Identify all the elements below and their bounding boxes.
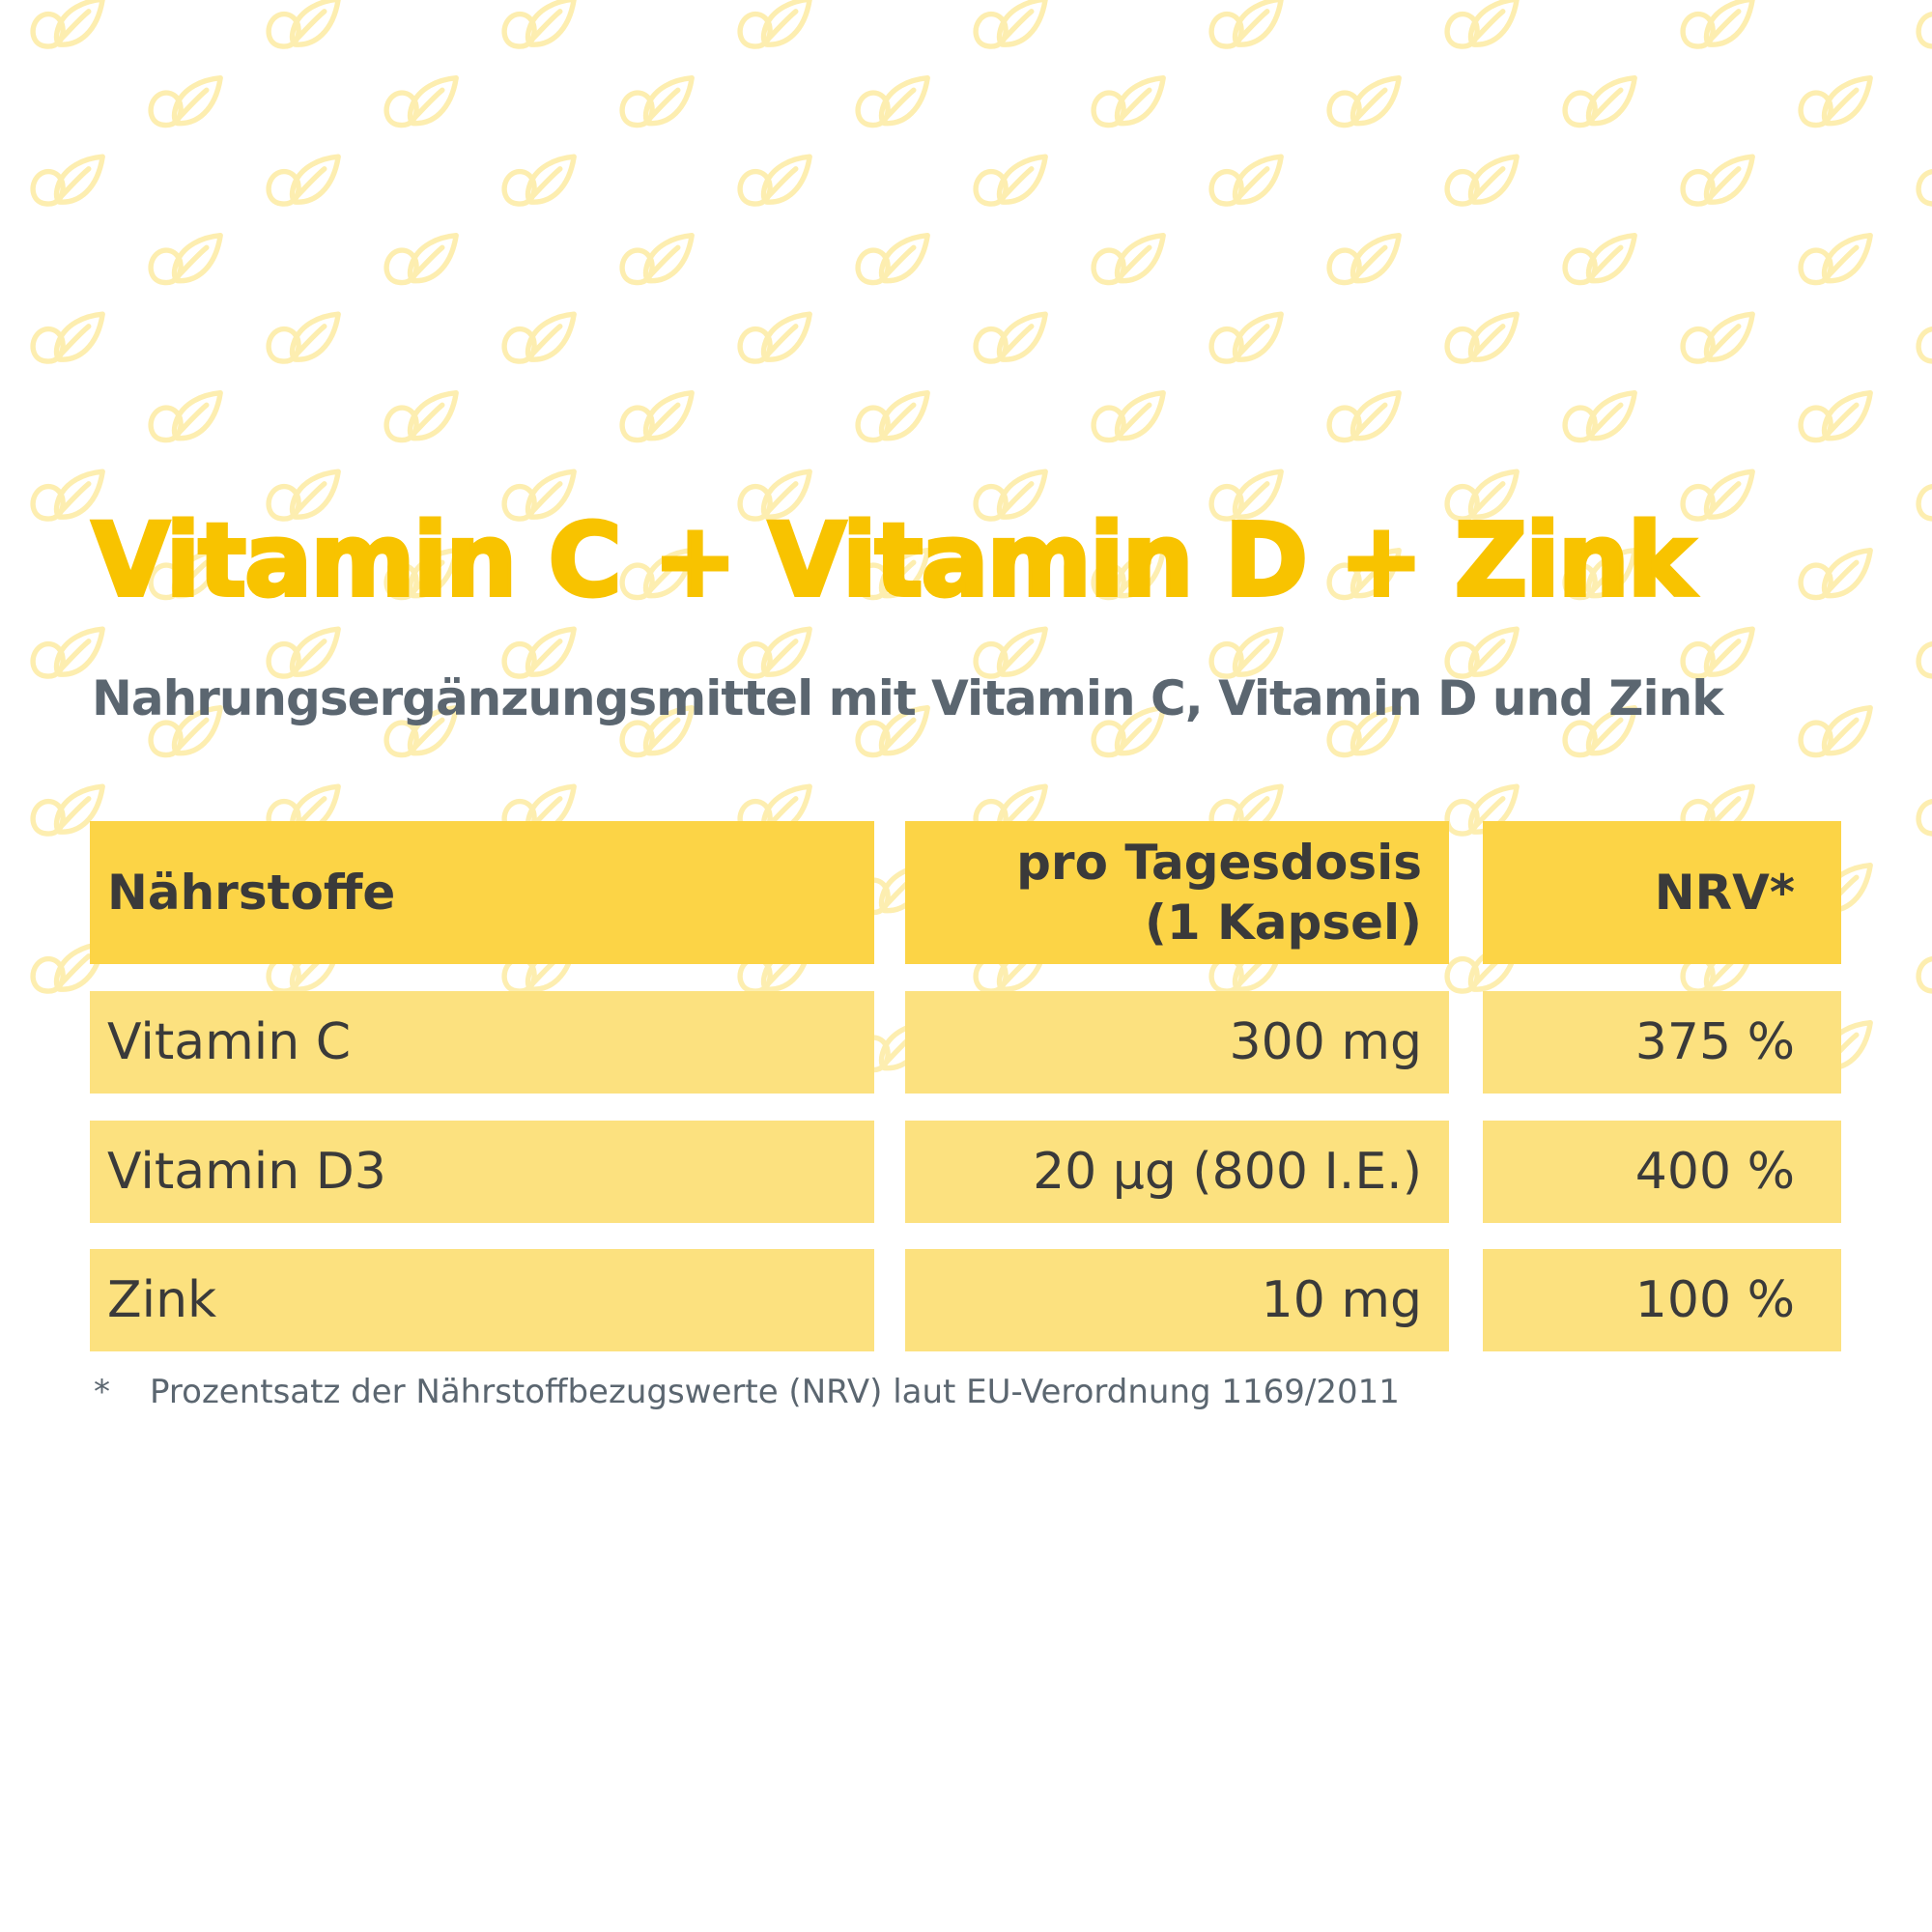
- leaf-icon: [33, 314, 102, 361]
- leaf-icon: [1683, 471, 1752, 519]
- footnote-mark: *: [94, 1373, 110, 1411]
- leaf-icon: [1211, 0, 1281, 46]
- leaf-icon: [33, 0, 102, 46]
- leaf-icon: [858, 236, 927, 283]
- leaf-icon: [1801, 708, 1870, 755]
- dose-value: 300 mg: [1229, 1013, 1422, 1071]
- leaf-icon: [1918, 629, 1932, 676]
- leaf-icon: [1918, 156, 1932, 204]
- nutrient-name: Vitamin C: [107, 1013, 352, 1071]
- table-row-nrv: 375 %: [1483, 991, 1841, 1094]
- leaf-icon: [1447, 156, 1517, 204]
- table-row-dose: 20 µg (800 I.E.): [905, 1121, 1449, 1223]
- leaf-icon: [976, 0, 1045, 46]
- leaf-icon: [1918, 471, 1932, 519]
- leaf-icon: [1801, 78, 1870, 126]
- nrv-value: 375 %: [1634, 1013, 1795, 1071]
- leaf-icon: [33, 156, 102, 204]
- header-daily-dose-line2: (1 Kapsel): [1145, 895, 1422, 951]
- leaf-icon: [740, 314, 810, 361]
- header-nrv-label: NRV*: [1654, 865, 1795, 921]
- table-row-nutrient: Vitamin C: [90, 991, 874, 1094]
- leaf-icon: [1918, 0, 1932, 46]
- leaf-icon: [740, 156, 810, 204]
- dose-value: 10 mg: [1261, 1271, 1422, 1329]
- leaf-icon: [622, 393, 692, 440]
- leaf-icon: [504, 314, 574, 361]
- footnote-text: Prozentsatz der Nährstoffbezugswerte (NR…: [150, 1373, 1400, 1411]
- leaf-icon: [1094, 393, 1163, 440]
- table-row-nutrient: Vitamin D3: [90, 1121, 874, 1223]
- leaf-icon: [151, 236, 220, 283]
- leaf-icon: [269, 314, 338, 361]
- leaf-icon: [1565, 393, 1634, 440]
- header-nutrients-label: Nährstoffe: [107, 865, 396, 921]
- header-nutrients: Nährstoffe: [90, 821, 874, 964]
- leaf-icon: [1801, 551, 1870, 598]
- leaf-icon: [1329, 236, 1399, 283]
- table-row-nrv: 400 %: [1483, 1121, 1841, 1223]
- leaf-icon: [1683, 0, 1752, 46]
- leaf-icon: [858, 393, 927, 440]
- table-row-nutrient: Zink: [90, 1249, 874, 1351]
- dose-value: 20 µg (800 I.E.): [1033, 1143, 1422, 1201]
- leaf-icon: [1447, 0, 1517, 46]
- table-row-dose: 10 mg: [905, 1249, 1449, 1351]
- leaf-icon: [1683, 156, 1752, 204]
- header-nrv: NRV*: [1483, 821, 1841, 964]
- nutrient-name: Zink: [107, 1271, 217, 1329]
- leaf-icon: [622, 78, 692, 126]
- leaf-icon: [1329, 78, 1399, 126]
- leaf-icon: [504, 156, 574, 204]
- leaf-icon: [1211, 156, 1281, 204]
- leaf-icon: [1565, 78, 1634, 126]
- leaf-icon: [858, 78, 927, 126]
- nrv-value: 400 %: [1634, 1143, 1795, 1201]
- leaf-icon: [151, 78, 220, 126]
- leaf-icon: [1918, 314, 1932, 361]
- leaf-icon: [504, 0, 574, 46]
- leaf-icon: [1329, 393, 1399, 440]
- header-daily-dose-line1: pro Tagesdosis: [1016, 835, 1422, 891]
- leaf-icon: [269, 156, 338, 204]
- leaf-icon: [976, 314, 1045, 361]
- leaf-icon: [622, 236, 692, 283]
- leaf-icon: [1918, 786, 1932, 834]
- nrv-value: 100 %: [1634, 1271, 1795, 1329]
- leaf-icon: [1918, 944, 1932, 991]
- leaf-icon: [976, 156, 1045, 204]
- leaf-icon: [386, 393, 456, 440]
- leaf-icon: [386, 78, 456, 126]
- leaf-icon: [1094, 236, 1163, 283]
- leaf-icon: [1801, 236, 1870, 283]
- leaf-icon: [151, 393, 220, 440]
- leaf-icon: [1447, 314, 1517, 361]
- header-daily-dose: pro Tagesdosis (1 Kapsel): [905, 821, 1449, 964]
- nutrient-name: Vitamin D3: [107, 1143, 386, 1201]
- table-row-nrv: 100 %: [1483, 1249, 1841, 1351]
- leaf-icon: [1801, 393, 1870, 440]
- leaf-icon: [740, 0, 810, 46]
- leaf-icon: [1683, 314, 1752, 361]
- leaf-icon: [386, 236, 456, 283]
- page-title: Vitamin C + Vitamin D + Zink: [90, 500, 1696, 620]
- leaf-icon: [1094, 78, 1163, 126]
- leaf-icon: [1211, 314, 1281, 361]
- footnote: * Prozentsatz der Nährstoffbezugswerte (N…: [94, 1370, 1400, 1414]
- table-row-dose: 300 mg: [905, 991, 1449, 1094]
- leaf-icon: [269, 0, 338, 46]
- page-subtitle: Nahrungsergänzungsmittel mit Vitamin C, …: [92, 670, 1723, 726]
- leaf-icon: [1565, 236, 1634, 283]
